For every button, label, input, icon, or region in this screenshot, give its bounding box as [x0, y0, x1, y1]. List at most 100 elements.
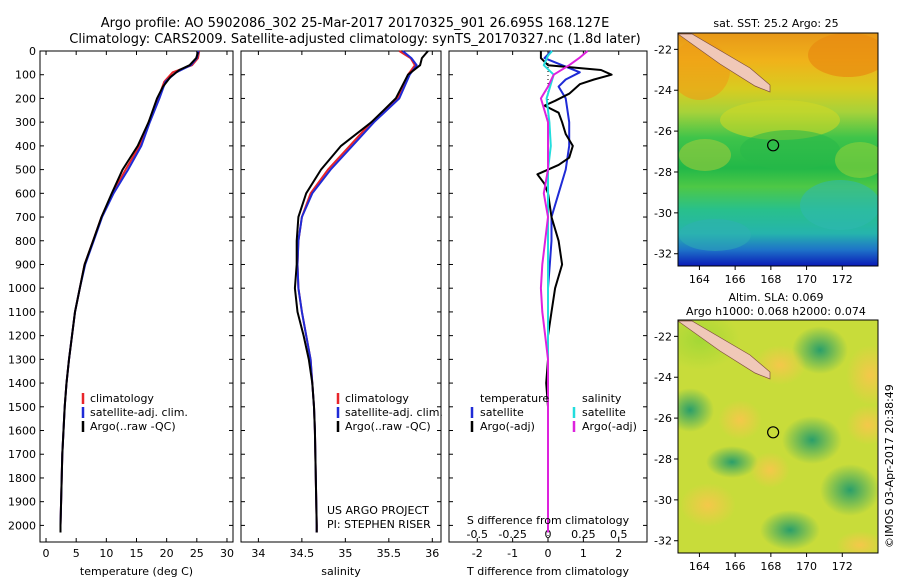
legend-title-temperature: temperature	[480, 392, 549, 405]
x-tick-label: 1	[580, 547, 587, 560]
x-tick-label: 5	[73, 547, 80, 560]
sla-map-title: Altim. SLA: 0.069	[728, 291, 823, 304]
y-tick-label: 1300	[8, 353, 36, 366]
legend-label-s-satellite: satellite	[582, 406, 626, 419]
map-x-tick-label: 168	[760, 560, 781, 573]
y-tick-label: 500	[15, 164, 36, 177]
temperature-legend: climatology satellite-adj. clim. Argo(..…	[81, 392, 188, 433]
map-x-tick-label: 166	[725, 560, 746, 573]
map-x-tick-label: 170	[796, 273, 817, 286]
s-tick-label: 0.25	[571, 528, 596, 541]
series-line-s-argo	[539, 50, 589, 533]
y-tick-label: 1100	[8, 306, 36, 319]
x-tick-label: 34	[251, 547, 265, 560]
map-y-tick-label: -32	[654, 248, 672, 261]
x-tick-label: 10	[99, 547, 113, 560]
y-tick-label: 800	[15, 235, 36, 248]
y-tick-label: 1500	[8, 401, 36, 414]
legend-label-satellite: satellite-adj. clim.	[90, 406, 188, 419]
map-y-tick-label: -22	[654, 43, 672, 56]
map-y-tick-label: -30	[654, 494, 672, 507]
y-tick-label: 1600	[8, 425, 36, 438]
map-y-tick-label: -28	[654, 453, 672, 466]
map-y-tick-label: -22	[654, 330, 672, 343]
salinity-panel: 34 34.5 35 35.5 36 salinity	[240, 50, 442, 578]
x-tick-label: 2	[615, 547, 622, 560]
y-tick-label: 1400	[8, 377, 36, 390]
legend-title-salinity: salinity	[582, 392, 622, 405]
sst-map-frame	[677, 32, 879, 267]
map-y-tick-label: -28	[654, 166, 672, 179]
series-line-climatology	[59, 50, 201, 533]
sla-map-frame	[677, 319, 879, 554]
series-line-argo	[59, 51, 199, 533]
x-tick-label: 25	[190, 547, 204, 560]
legend-label-t-satellite: satellite	[480, 406, 524, 419]
project-credit: US ARGO PROJECT	[327, 504, 429, 517]
pi-credit: PI: STEPHEN RISER	[327, 518, 431, 531]
y-tick-label: 100	[15, 69, 36, 82]
island-landmass	[678, 321, 770, 379]
map-y-tick-label: -24	[654, 84, 672, 97]
x-tick-label: 0	[545, 547, 552, 560]
s-tick-label: -0.25	[498, 528, 526, 541]
series-line-satellite	[59, 50, 200, 533]
argo-location-marker	[767, 139, 780, 152]
x-axis-label: T difference from climatology	[466, 565, 629, 578]
map-x-tick-label: 166	[725, 273, 746, 286]
series-line-t-argo	[536, 51, 613, 533]
legend-label-argo: Argo(..raw -QC)	[90, 420, 176, 433]
s-tick-label: 0	[545, 528, 552, 541]
island-landmass	[678, 34, 770, 92]
legend-label-climatology: climatology	[90, 392, 154, 405]
temperature-panel: 0 5 10 15 20 25 30 temperature (deg C) 0 100 200 30…	[8, 45, 234, 578]
x-tick-label: 36	[425, 547, 439, 560]
map-x-tick-label: 168	[760, 273, 781, 286]
y-tick-label: 700	[15, 211, 36, 224]
map-y-tick-label: -32	[654, 535, 672, 548]
sla-map-axes: 164 166 168 170 172 -22 -24 -26 -28 -30 -32	[654, 330, 853, 573]
y-tick-label: 600	[15, 187, 36, 200]
map-y-tick-label: -26	[654, 412, 672, 425]
title-line-1: Argo profile: AO 5902086_302 25-Mar-2017…	[101, 16, 610, 31]
imos-credit: ©IMOS 03-Apr-2017 20:38:49	[883, 384, 896, 548]
series-line-s-satellite	[542, 50, 555, 533]
x-tick-label: 35.5	[377, 547, 402, 560]
x-tick-label: 30	[220, 547, 234, 560]
map-x-tick-label: 164	[689, 560, 710, 573]
y-tick-label: 1200	[8, 330, 36, 343]
legend-label-argo: Argo(..raw -QC)	[345, 420, 431, 433]
legend-label-climatology: climatology	[345, 392, 409, 405]
title-line-2: Climatology: CARS2009. Satellite-adjuste…	[69, 32, 641, 47]
sst-map-image	[678, 33, 878, 266]
x-tick-label: 15	[130, 547, 144, 560]
map-x-tick-label: 172	[832, 273, 853, 286]
series-line-argo	[293, 50, 429, 533]
x-tick-label: 35	[338, 547, 352, 560]
y-tick-label: 1900	[8, 496, 36, 509]
salinity-legend: climatology satellite-adj. clim. Argo(..…	[327, 392, 443, 531]
sst-map-title: sat. SST: 25.2 Argo: 25	[713, 17, 838, 30]
sst-map-axes: 164 166 168 170 172 -22 -24 -26 -28 -30 -32	[654, 43, 853, 286]
plot-frame	[39, 50, 234, 543]
y-tick-label: 1000	[8, 282, 36, 295]
legend-label-satellite: satellite-adj. clim.	[345, 406, 443, 419]
x-tick-label: 0	[43, 547, 50, 560]
s-tick-label: -0.5	[467, 528, 488, 541]
y-tick-label: 200	[15, 92, 36, 105]
y-tick-label: 300	[15, 116, 36, 129]
y-tick-label: 1800	[8, 472, 36, 485]
y-tick-label: 400	[15, 140, 36, 153]
map-x-tick-label: 172	[832, 560, 853, 573]
x-tick-label: 34.5	[290, 547, 315, 560]
y-tick-label: 1700	[8, 448, 36, 461]
s-tick-label: 0.5	[610, 528, 628, 541]
x-tick-label: 20	[160, 547, 174, 560]
map-y-tick-label: -26	[654, 125, 672, 138]
map-x-tick-label: 170	[796, 560, 817, 573]
x-tick-label: -2	[472, 547, 483, 560]
x-axis-label: temperature (deg C)	[80, 565, 193, 578]
argo-location-marker	[767, 426, 780, 439]
map-y-tick-label: -24	[654, 371, 672, 384]
